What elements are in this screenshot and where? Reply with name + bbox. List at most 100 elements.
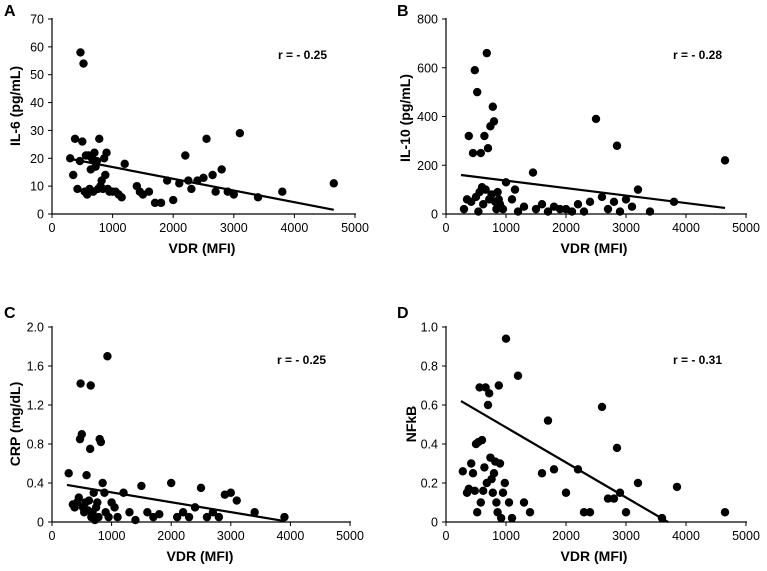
y-tick-label: 1.6 [27, 360, 44, 374]
x-tick-label: 0 [443, 529, 450, 543]
data-point [488, 488, 497, 497]
panel-a: A r = - 0.25 VDR (MFI) IL-6 (pg/mL) 0 100… [4, 3, 369, 256]
data-point [178, 508, 188, 517]
data-point [485, 389, 494, 398]
y-axis-title: IL-6 (pg/mL) [7, 66, 23, 146]
data-point [483, 400, 493, 410]
data-point [94, 512, 103, 522]
data-point [519, 202, 529, 211]
data-point [253, 193, 263, 202]
data-point [102, 148, 111, 157]
data-point [104, 512, 113, 522]
data-point [468, 148, 478, 158]
data-point [467, 459, 476, 468]
x-tick-label: 0 [49, 529, 56, 543]
x-tick-label: 1000 [492, 221, 520, 235]
data-point [481, 185, 490, 194]
data-point [510, 185, 520, 194]
data-point [86, 381, 95, 390]
x-tick-label: 5000 [336, 529, 364, 543]
data-point [477, 435, 487, 445]
x-tick-label: 2000 [159, 221, 187, 235]
x-tick-label: 3000 [217, 529, 245, 543]
y-tick-label: 30 [30, 124, 44, 138]
data-point [82, 471, 91, 480]
data-point [229, 190, 238, 199]
marks [65, 48, 338, 211]
data-point [78, 137, 87, 146]
data-point [92, 156, 102, 166]
x-tick-label: 3000 [612, 529, 640, 543]
data-point [633, 478, 643, 488]
data-point [156, 198, 166, 208]
x-tick-label: 1000 [492, 529, 520, 543]
data-point [621, 508, 631, 517]
data-point [250, 508, 259, 517]
data-point [65, 154, 75, 163]
marks [459, 48, 730, 216]
data-point [211, 187, 220, 196]
data-point [208, 170, 217, 180]
ticks: 0 1000 2000 3000 4000 5000 0 0.4 0.8 1.2 1.6 2.0 [27, 321, 364, 544]
data-point [475, 383, 484, 392]
data-point [543, 416, 553, 425]
y-tick-label: 1.2 [27, 399, 44, 413]
data-point [473, 87, 482, 97]
data-point [669, 197, 679, 207]
data-point [74, 493, 84, 502]
data-point [474, 207, 483, 216]
data-point [579, 207, 589, 216]
marks [458, 334, 730, 523]
data-point [597, 402, 607, 412]
data-point [657, 513, 667, 523]
y-tick-label: 50 [30, 68, 44, 82]
data-point [573, 465, 583, 474]
y-tick-label: 0.8 [421, 360, 438, 374]
y-tick-label: 0.2 [421, 477, 438, 491]
y-axis-title: CRP (mg/dL) [7, 382, 23, 467]
data-point [184, 512, 194, 522]
panel-b: B r = - 0.28 VDR (MFI) IL-10 (pg/mL) 0 10… [397, 3, 760, 256]
x-tick-label: 4000 [276, 529, 304, 543]
data-point [208, 508, 218, 517]
x-tick-label: 5000 [341, 221, 369, 235]
data-point [615, 207, 625, 216]
data-point [84, 496, 94, 505]
x-tick-label: 5000 [732, 529, 760, 543]
data-point [549, 465, 559, 474]
data-point [480, 463, 489, 472]
data-point [137, 481, 146, 491]
data-point [720, 508, 730, 517]
ticks: 0 1000 2000 3000 4000 5000 0 0.2 0.4 0.6 0.8 1.0 [421, 321, 760, 544]
data-point [525, 508, 535, 517]
data-point [603, 494, 613, 503]
data-point [458, 467, 467, 476]
data-point [278, 187, 287, 196]
data-point [190, 503, 200, 512]
y-tick-label: 600 [417, 61, 438, 75]
panel-d: D r = - 0.31 VDR (MFI) NFkB 0 1000 2000 300… [397, 305, 760, 564]
data-point [235, 129, 245, 138]
marks [64, 352, 289, 525]
data-point [492, 498, 501, 507]
data-point [615, 488, 625, 497]
data-point [73, 184, 82, 194]
data-point [500, 478, 509, 488]
data-point [196, 483, 206, 493]
x-tick-label: 2000 [552, 221, 580, 235]
data-point [329, 179, 338, 188]
data-point [621, 195, 631, 204]
y-tick-label: 10 [30, 180, 44, 194]
data-point [489, 117, 499, 126]
x-tick-label: 3000 [612, 221, 640, 235]
x-tick-label: 2000 [157, 529, 185, 543]
y-tick-label: 200 [417, 159, 438, 173]
data-point [70, 134, 80, 143]
data-point [591, 114, 601, 124]
data-point [459, 204, 469, 214]
data-point [470, 65, 479, 75]
y-tick-label: 800 [417, 13, 438, 27]
y-tick-label: 0 [37, 516, 44, 530]
data-point [119, 488, 128, 497]
y-tick-label: 20 [30, 152, 44, 166]
